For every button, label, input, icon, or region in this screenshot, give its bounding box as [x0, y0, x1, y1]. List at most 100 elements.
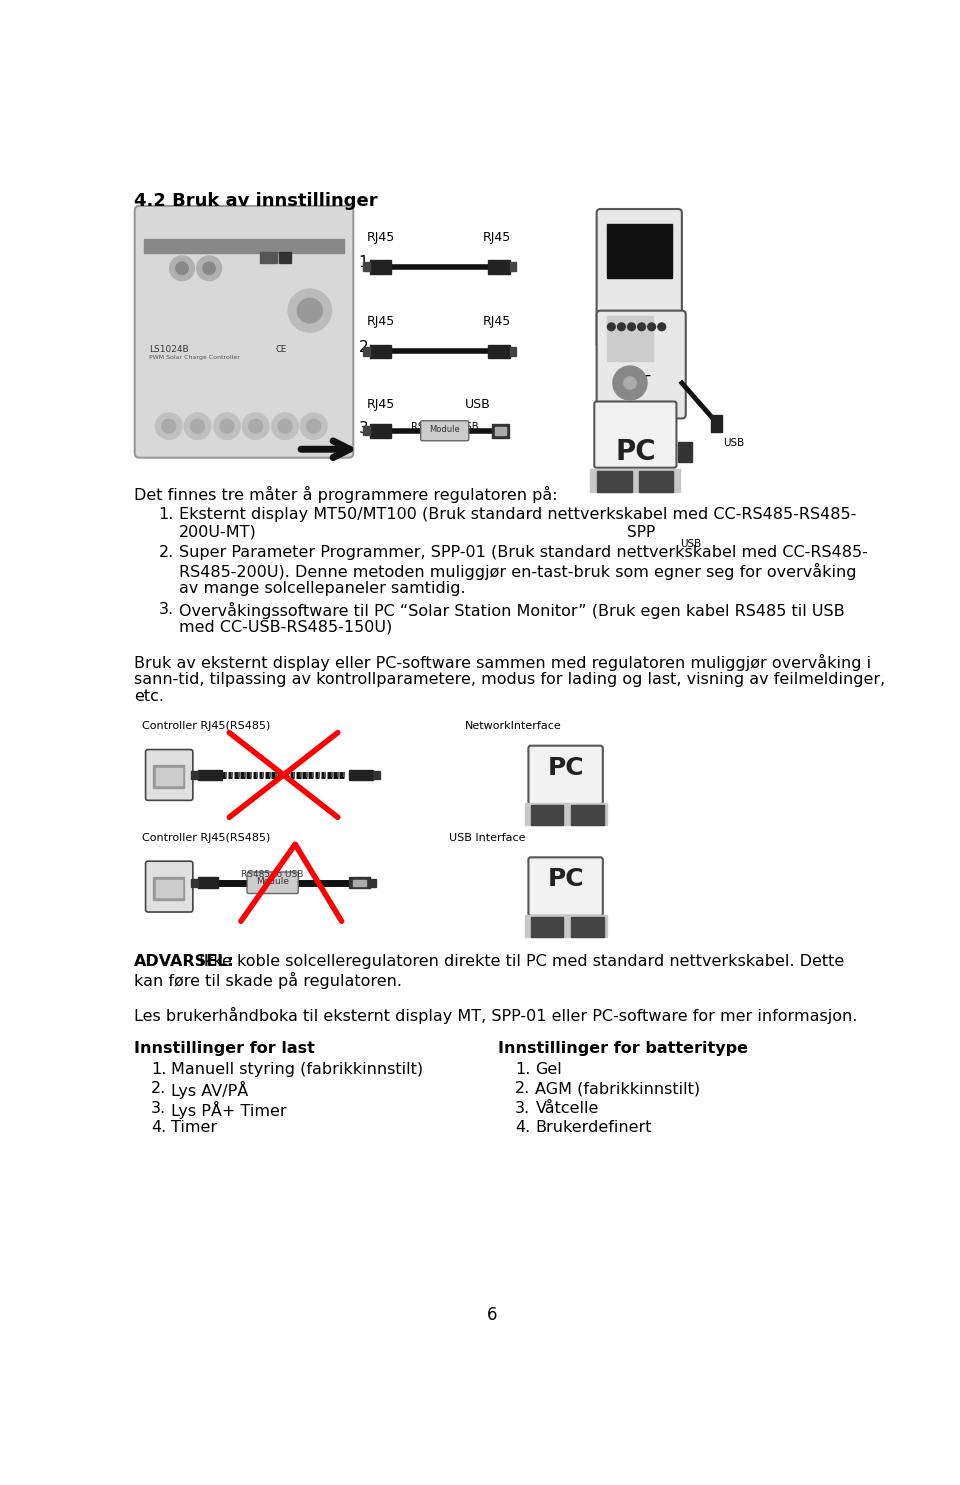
Text: ADVARSEL:: ADVARSEL:	[134, 955, 234, 970]
Text: Bruk av eksternt display eller PC-software sammen med regulatoren muliggjør over: Bruk av eksternt display eller PC-softwa…	[134, 653, 871, 671]
Bar	[352, 879, 367, 887]
Circle shape	[176, 263, 188, 275]
Bar	[531, 916, 564, 937]
Circle shape	[278, 419, 292, 434]
Bar	[711, 416, 722, 432]
Bar	[259, 252, 276, 263]
Circle shape	[612, 367, 647, 399]
Bar	[349, 878, 370, 888]
Text: USB Interface: USB Interface	[449, 833, 526, 842]
Bar	[571, 916, 604, 937]
Text: 1.: 1.	[158, 506, 174, 523]
Text: Overvåkingssoftware til PC “Solar Station Monitor” (Bruk egen kabel RS485 til US: Overvåkingssoftware til PC “Solar Statio…	[179, 601, 845, 619]
Circle shape	[624, 377, 636, 389]
Circle shape	[637, 322, 645, 331]
Bar	[372, 771, 380, 778]
Bar	[278, 252, 291, 263]
Circle shape	[190, 419, 204, 434]
Bar	[190, 771, 199, 778]
Circle shape	[307, 419, 321, 434]
Bar	[488, 260, 510, 273]
Text: Innstillinger for batteritype: Innstillinger for batteritype	[498, 1041, 748, 1056]
Text: RJ45: RJ45	[483, 315, 511, 328]
Circle shape	[156, 413, 182, 440]
Text: Brukerdefinert: Brukerdefinert	[536, 1120, 652, 1135]
Text: Timer: Timer	[171, 1120, 217, 1135]
Text: Innstillinger for last: Innstillinger for last	[134, 1041, 315, 1056]
Text: sann-tid, tilpassing av kontrollparametere, modus for lading og last, visning av: sann-tid, tilpassing av kontrollparamete…	[134, 671, 885, 686]
Text: 200U-MT): 200U-MT)	[179, 524, 256, 539]
Text: AGM (fabrikkinnstilt): AGM (fabrikkinnstilt)	[536, 1081, 701, 1096]
Text: av mange solcellepaneler samtidig.: av mange solcellepaneler samtidig.	[179, 581, 466, 595]
Text: RS485 to USB: RS485 to USB	[411, 422, 478, 432]
Bar	[607, 224, 672, 278]
Text: NetworkInterface: NetworkInterface	[465, 722, 562, 731]
Circle shape	[249, 419, 263, 434]
Bar	[370, 345, 392, 358]
FancyBboxPatch shape	[528, 857, 603, 916]
Bar	[495, 426, 506, 435]
Bar	[156, 879, 182, 897]
Circle shape	[300, 413, 327, 440]
Bar	[363, 426, 370, 435]
Circle shape	[197, 255, 222, 281]
Text: CE: CE	[275, 346, 286, 355]
Text: RJ45: RJ45	[483, 230, 511, 244]
Bar	[154, 765, 184, 789]
Bar	[199, 878, 219, 888]
FancyBboxPatch shape	[420, 420, 468, 441]
Text: USB: USB	[723, 438, 744, 447]
Circle shape	[617, 322, 625, 331]
Text: 1.: 1.	[516, 1062, 531, 1077]
Bar	[531, 805, 564, 826]
Bar	[596, 471, 632, 493]
Bar	[370, 260, 392, 273]
Text: RS485 to USB: RS485 to USB	[242, 870, 304, 879]
Circle shape	[162, 419, 176, 434]
Text: Controller RJ45(RS485): Controller RJ45(RS485)	[142, 722, 270, 731]
Text: Ikke koble solcelleregulatoren direkte til PC med standard nettverkskabel. Dette: Ikke koble solcelleregulatoren direkte t…	[194, 955, 845, 970]
Text: 2: 2	[359, 340, 369, 355]
Bar	[154, 876, 184, 900]
FancyBboxPatch shape	[596, 209, 682, 347]
Bar	[199, 769, 222, 780]
Text: Gel: Gel	[536, 1062, 563, 1077]
Circle shape	[288, 290, 331, 333]
Bar	[524, 915, 607, 937]
Bar	[678, 441, 692, 462]
Bar	[144, 239, 344, 252]
Text: Module: Module	[429, 426, 460, 435]
Text: USB: USB	[465, 398, 491, 411]
FancyBboxPatch shape	[528, 745, 603, 805]
Bar	[370, 423, 392, 438]
Text: 4.2 Bruk av innstillinger: 4.2 Bruk av innstillinger	[134, 192, 377, 209]
Circle shape	[608, 322, 615, 331]
Bar	[510, 347, 516, 356]
Text: RS485-200U). Denne metoden muliggjør en-tast-bruk som egner seg for overvåking: RS485-200U). Denne metoden muliggjør en-…	[179, 563, 856, 581]
Bar	[156, 768, 182, 786]
FancyBboxPatch shape	[146, 861, 193, 912]
Bar	[607, 316, 653, 361]
Text: Lys AV/PÅ: Lys AV/PÅ	[171, 1081, 249, 1099]
Text: SPP: SPP	[627, 524, 655, 539]
Text: Det finnes tre måter å programmere regulatoren på:: Det finnes tre måter å programmere regul…	[134, 486, 558, 503]
FancyBboxPatch shape	[594, 401, 677, 468]
Text: USB: USB	[681, 539, 702, 548]
Bar	[590, 469, 681, 493]
Circle shape	[203, 263, 215, 275]
Bar	[370, 879, 375, 887]
Text: 1: 1	[359, 255, 369, 270]
Circle shape	[658, 322, 665, 331]
Text: PC: PC	[547, 867, 584, 891]
Text: etc.: etc.	[134, 689, 164, 704]
Text: PC: PC	[615, 438, 656, 466]
Circle shape	[170, 255, 194, 281]
Bar	[363, 263, 370, 272]
Text: Manuell styring (fabrikkinnstilt): Manuell styring (fabrikkinnstilt)	[171, 1062, 423, 1077]
Text: 2.: 2.	[151, 1081, 166, 1096]
Bar	[524, 803, 607, 826]
FancyBboxPatch shape	[146, 750, 193, 800]
Circle shape	[648, 322, 656, 331]
Text: Super Parameter Programmer, SPP-01 (Bruk standard nettverkskabel med CC-RS485-: Super Parameter Programmer, SPP-01 (Bruk…	[179, 545, 868, 560]
Circle shape	[272, 413, 299, 440]
